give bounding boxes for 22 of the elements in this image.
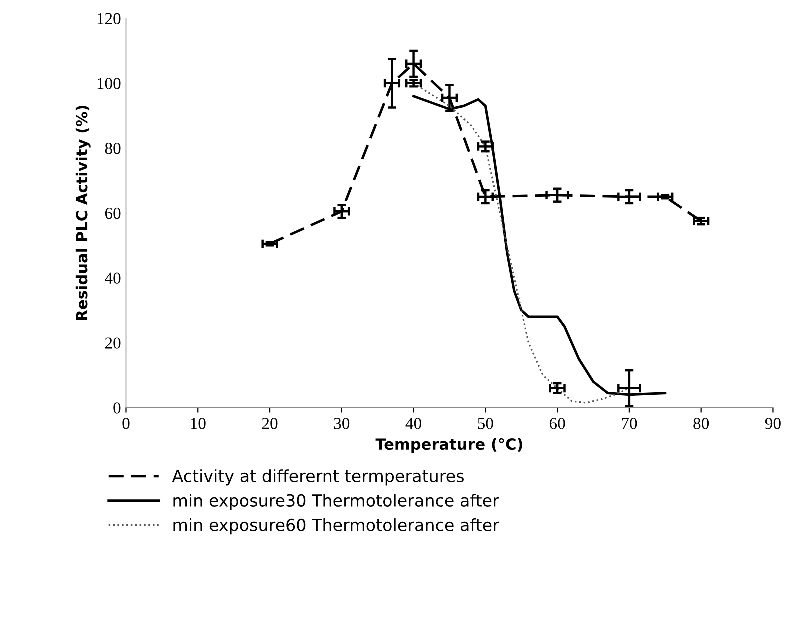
y-tick-label: 40 (105, 272, 121, 284)
x-tick-label: 90 (765, 418, 781, 430)
x-tick-label: 80 (694, 418, 710, 430)
x-tick-label: 60 (550, 418, 566, 430)
x-tick-label: 20 (262, 418, 278, 430)
legend-label: min exposure30 Thermotolerance after (174, 494, 500, 510)
y-tick-label: 100 (98, 78, 121, 90)
y-tick-label: 120 (98, 13, 121, 24)
legend-label: Activity at differernt termperatures (172, 470, 464, 486)
x-tick-label: 70 (622, 418, 638, 430)
x-tick-label: 10 (191, 418, 206, 430)
y-tick-label: 20 (105, 338, 121, 349)
y-axis-title: Residual PLC Activity (%) (76, 106, 91, 320)
x-tick-label: 40 (406, 418, 422, 430)
x-tick-label: 0 (122, 418, 130, 430)
x-tick-label: 30 (334, 418, 350, 430)
y-tick-label: 60 (105, 208, 121, 220)
legend-label: min exposure60 Thermotolerance after (174, 518, 500, 535)
x-axis-title: Temperature (°C) (376, 438, 522, 454)
x-tick-label: 50 (478, 418, 494, 430)
y-tick-label: 80 (105, 143, 121, 154)
y-tick-label: 0 (114, 402, 121, 414)
